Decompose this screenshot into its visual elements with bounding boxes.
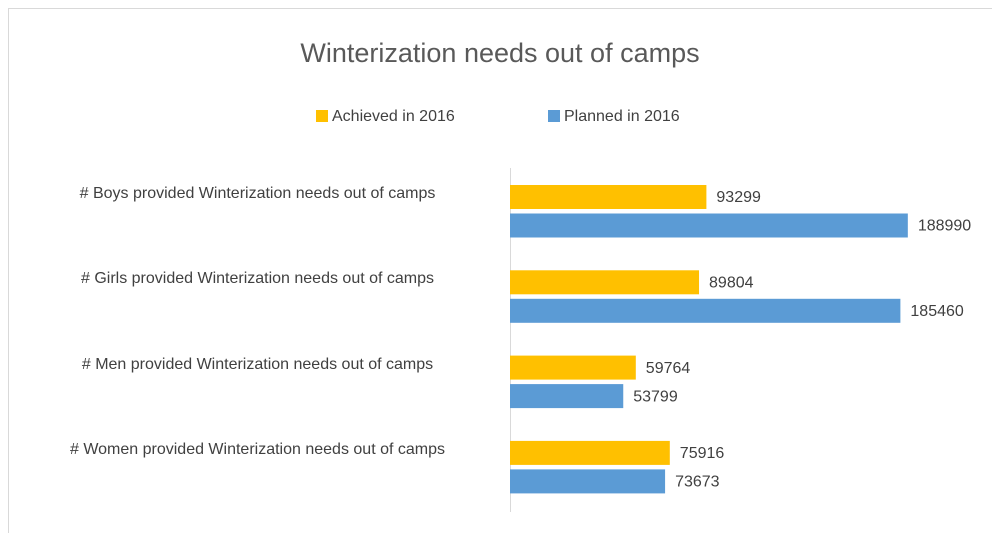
category-label: # Men provided Winterization needs out o… bbox=[81, 355, 434, 373]
bar bbox=[510, 440, 670, 465]
bar bbox=[510, 185, 707, 209]
category-label: # Women provided Winterization needs out… bbox=[69, 440, 445, 458]
bar bbox=[510, 384, 624, 409]
data-label: 73673 bbox=[675, 474, 720, 491]
data-label: 53799 bbox=[633, 388, 678, 405]
chart-title: Winterization needs out of camps bbox=[300, 38, 699, 68]
bar bbox=[510, 298, 901, 323]
bar bbox=[510, 270, 700, 295]
data-label: 185460 bbox=[910, 303, 963, 320]
category-label: # Boys provided Winterization needs out … bbox=[79, 185, 436, 202]
legend-label: Achieved in 2016 bbox=[332, 108, 455, 125]
data-label: 93299 bbox=[716, 189, 761, 206]
data-label: 59764 bbox=[646, 360, 691, 377]
legend-swatch bbox=[548, 110, 560, 122]
data-label: 188990 bbox=[918, 218, 971, 235]
legend-swatch bbox=[316, 110, 328, 122]
bar bbox=[510, 469, 666, 494]
chart-frame bbox=[8, 8, 992, 533]
bar bbox=[510, 213, 908, 238]
legend-label: Planned in 2016 bbox=[564, 108, 680, 125]
category-label: # Girls provided Winterization needs out… bbox=[80, 270, 435, 288]
data-label: 75916 bbox=[680, 445, 725, 462]
data-label: 89804 bbox=[709, 275, 754, 292]
bar bbox=[510, 355, 636, 380]
